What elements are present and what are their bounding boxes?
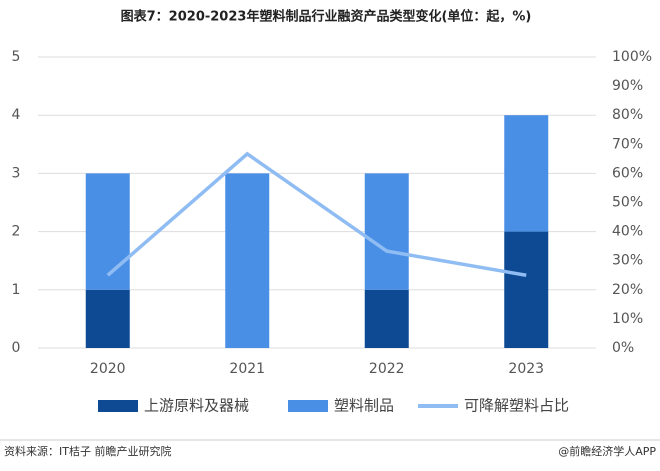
- x-tick-label: 2022: [369, 361, 405, 377]
- bar: [504, 115, 549, 232]
- y-tick-label: 1: [12, 282, 21, 298]
- y-tick-label: 2: [12, 224, 21, 240]
- y2-tick-label: 100%: [612, 49, 652, 65]
- y2-tick-label: 40%: [612, 224, 643, 240]
- y2-tick-label: 70%: [612, 136, 643, 152]
- y2-tick-label: 50%: [612, 195, 643, 211]
- y2-tick-label: 10%: [612, 311, 643, 327]
- legend-label: 可降解塑料占比: [464, 397, 569, 415]
- y2-tick-label: 90%: [612, 78, 643, 94]
- x-tick-label: 2021: [229, 361, 265, 377]
- legend-label: 塑料制品: [334, 397, 394, 415]
- x-tick-label: 2023: [508, 361, 544, 377]
- bar: [225, 173, 270, 348]
- legend-swatch: [98, 400, 138, 412]
- legend-label: 上游原料及器械: [144, 397, 249, 415]
- credit: @前瞻经济学人APP: [558, 444, 656, 458]
- bar: [504, 231, 549, 348]
- y2-tick-label: 30%: [612, 253, 643, 269]
- legend-swatch: [288, 400, 328, 412]
- y2-tick-label: 20%: [612, 282, 643, 298]
- bar: [364, 289, 409, 348]
- bar: [85, 289, 130, 348]
- chart-title: 图表7：2020-2023年塑料制品行业融资产品类型变化(单位：起，%): [121, 9, 532, 25]
- y-tick-label: 3: [12, 165, 21, 181]
- y-tick-label: 5: [12, 49, 21, 65]
- line: [106, 151, 527, 277]
- source: 资料来源：IT桔子 前瞻产业研究院: [4, 444, 171, 458]
- y2-tick-label: 0%: [612, 340, 634, 356]
- y2-tick-label: 60%: [612, 165, 643, 181]
- y2-tick-label: 80%: [612, 107, 643, 123]
- x-tick-label: 2020: [90, 361, 126, 377]
- y-tick-label: 4: [12, 107, 21, 123]
- bar: [85, 173, 130, 290]
- y-tick-label: 0: [12, 340, 21, 356]
- bar: [364, 173, 409, 290]
